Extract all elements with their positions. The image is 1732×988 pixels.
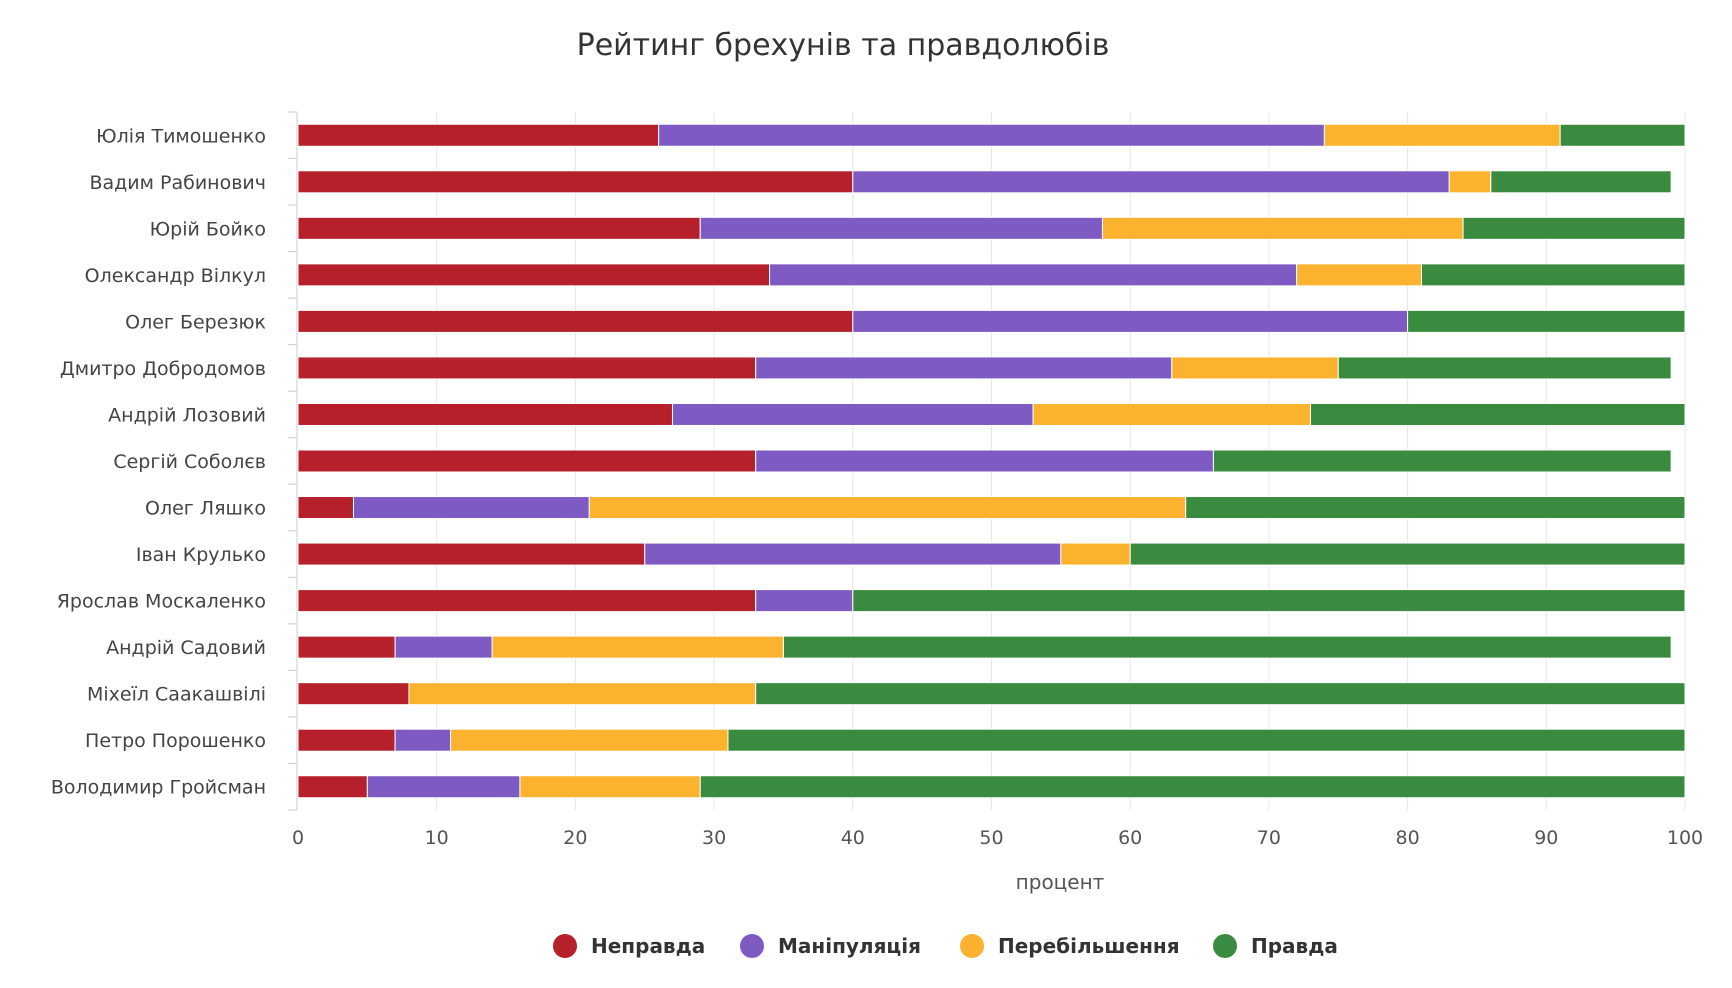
x-tick-labels: 0 10 20 30 40 50 60 70 80 90 100	[292, 827, 1703, 849]
bar-segment	[297, 123, 660, 147]
bar-segment	[408, 682, 757, 706]
category-label: Сергій Соболєв	[113, 451, 266, 473]
category-label: Вадим Рабинович	[89, 172, 266, 194]
bar-segment	[297, 402, 673, 426]
bar-segment	[297, 775, 368, 799]
bar-segment	[1129, 542, 1686, 566]
bar-segment	[491, 635, 784, 659]
x-axis-title: процент	[1016, 870, 1105, 894]
bar-segment	[366, 775, 521, 799]
category-label: Петро Порошенко	[85, 730, 266, 752]
bar-segment	[297, 309, 854, 333]
legend-label: Неправда	[591, 934, 705, 958]
x-tick-label: 50	[979, 827, 1003, 849]
bar-segment	[852, 309, 1409, 333]
category-label: Олег Ляшко	[145, 498, 266, 520]
x-tick-label: 90	[1534, 827, 1558, 849]
bar-segment	[1323, 123, 1561, 147]
bar-segment	[644, 542, 1062, 566]
legend: Неправда Маніпуляція Перебільшення Правда	[553, 934, 1338, 958]
legend-marker	[740, 934, 764, 958]
x-tick-label: 20	[563, 827, 587, 849]
bar-segment	[1212, 449, 1672, 473]
bar-segment	[1171, 356, 1339, 380]
bar-segment	[588, 496, 1187, 520]
x-tick-label: 10	[425, 827, 449, 849]
x-tick-label: 100	[1667, 827, 1703, 849]
bar-segment	[1407, 309, 1686, 333]
bar-segment	[1337, 356, 1672, 380]
x-tick-label: 0	[292, 827, 304, 849]
legend-label: Правда	[1251, 934, 1338, 958]
legend-label: Маніпуляція	[778, 934, 921, 958]
bar-segment	[394, 635, 493, 659]
bar-segment	[297, 589, 757, 613]
bar-segment	[394, 728, 452, 752]
category-label: Олександр Вілкул	[85, 265, 266, 287]
category-label: Ярослав Москаленко	[57, 591, 266, 613]
bar-segment	[297, 542, 646, 566]
bar-segment	[297, 216, 701, 240]
bar-segment	[297, 356, 757, 380]
bar-segment	[1559, 123, 1686, 147]
category-label: Юлія Тимошенко	[96, 125, 266, 147]
category-label: Андрій Лозовий	[108, 404, 266, 426]
bars	[297, 123, 1686, 799]
category-label: Міхеїл Саакашвілі	[87, 684, 266, 706]
bar-segment	[297, 170, 854, 194]
bar-segment	[1310, 402, 1686, 426]
legend-marker	[960, 934, 984, 958]
legend-marker	[553, 934, 577, 958]
bar-segment	[1490, 170, 1672, 194]
bar-segment	[297, 449, 757, 473]
bar-segment	[297, 496, 354, 520]
bar-segment	[769, 263, 1298, 287]
bar-segment	[1448, 170, 1492, 194]
x-tick-label: 30	[702, 827, 726, 849]
bar-segment	[352, 496, 590, 520]
bar-segment	[297, 682, 410, 706]
bar-segment	[450, 728, 729, 752]
bar-segment	[671, 402, 1034, 426]
bar-segment	[297, 635, 396, 659]
bar-segment	[1032, 402, 1312, 426]
category-label: Володимир Гройсман	[51, 777, 266, 799]
bar-segment	[699, 216, 1103, 240]
chart-title: Рейтинг брехунів та правдолюбів	[577, 28, 1110, 63]
x-tick-label: 70	[1257, 827, 1281, 849]
bar-segment	[658, 123, 1325, 147]
bar-segment	[1462, 216, 1686, 240]
bar-segment	[297, 728, 396, 752]
bar-segment	[1296, 263, 1422, 287]
category-label: Олег Березюк	[125, 311, 266, 333]
bar-segment	[755, 589, 854, 613]
bar-segment	[727, 728, 1686, 752]
category-label: Дмитро Добродомов	[60, 358, 266, 380]
bar-segment	[755, 449, 1214, 473]
bar-segment	[1185, 496, 1686, 520]
x-tick-label: 60	[1118, 827, 1142, 849]
category-label: Андрій Садовий	[106, 637, 266, 659]
bar-segment	[699, 775, 1686, 799]
bar-segment	[755, 356, 1173, 380]
bar-segment	[782, 635, 1672, 659]
category-labels: Юлія Тимошенко Вадим Рабинович Юрій Бойко О…	[51, 125, 266, 798]
bar-segment	[1060, 542, 1131, 566]
bar-segment	[1420, 263, 1686, 287]
category-label: Іван Крулько	[136, 544, 266, 566]
bar-segment	[852, 170, 1450, 194]
bar-segment	[297, 263, 771, 287]
bar-segment	[755, 682, 1686, 706]
axes	[288, 111, 298, 811]
legend-marker	[1213, 934, 1237, 958]
bar-segment	[852, 589, 1686, 613]
bar-segment	[1101, 216, 1464, 240]
category-label: Юрій Бойко	[150, 218, 266, 240]
bar-segment	[519, 775, 701, 799]
x-tick-label: 40	[841, 827, 865, 849]
x-tick-label: 80	[1396, 827, 1420, 849]
legend-label: Перебільшення	[998, 934, 1180, 958]
